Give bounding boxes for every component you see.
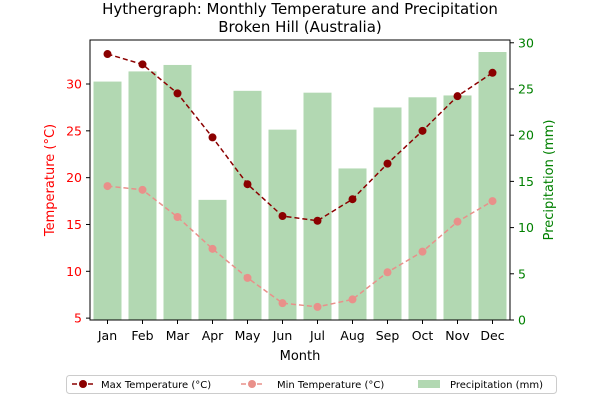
legend-precip-swatch (418, 380, 440, 388)
max-temp-point-aug (348, 195, 357, 204)
max-temp-point-nov (453, 92, 462, 101)
x-tick-label-apr: Apr (202, 328, 224, 343)
x-tick-label-jul: Jul (309, 328, 325, 343)
precip-bar-sep (373, 107, 402, 321)
legend: Max Temperature (°C) Min Temperature (°C… (66, 375, 557, 394)
precipitation-bars (93, 52, 507, 321)
legend-max-label: Max Temperature (°C) (101, 380, 211, 391)
x-tick-label-jan: Jan (97, 328, 117, 343)
min-temp-point-dec (488, 197, 497, 206)
precip-bar-apr (198, 199, 227, 320)
max-temp-point-jun (278, 212, 287, 221)
x-tick-label-mar: Mar (166, 328, 190, 343)
precip-bar-jan (93, 81, 122, 320)
axes: Jan Feb Mar Apr May Jun Jul Aug Sep Oct Nov Dec 5 10 1… (66, 35, 534, 343)
max-temp-point-apr (208, 133, 217, 142)
min-temp-point-jul (313, 302, 322, 311)
max-temp-point-mar (173, 89, 182, 98)
precip-bar-aug (338, 168, 367, 320)
right-tick-label: 20 (518, 128, 534, 143)
chart-title: Hythergraph: Monthly Temperature and Pre… (102, 0, 498, 18)
left-tick-label: 10 (66, 264, 82, 279)
min-temp-point-feb (138, 185, 147, 194)
right-tick-label: 30 (518, 35, 534, 50)
max-temp-point-sep (383, 159, 392, 168)
left-tick-label: 5 (74, 311, 82, 326)
legend-min-label: Min Temperature (°C) (277, 380, 384, 391)
min-temp-point-sep (383, 268, 392, 277)
x-tick-label-jun: Jun (272, 328, 293, 343)
min-temp-point-oct (418, 247, 427, 256)
max-temp-point-dec (488, 68, 497, 77)
precip-bar-jun (268, 129, 297, 320)
min-temp-point-aug (348, 295, 357, 304)
max-temp-line (107, 53, 493, 222)
right-axis-label: Precipitation (mm) (542, 120, 557, 241)
left-tick-label: 25 (66, 123, 82, 138)
precip-bar-dec (478, 52, 507, 320)
min-temp-point-nov (453, 217, 462, 226)
min-temp-point-mar (173, 212, 182, 221)
plot-frame (89, 39, 511, 321)
x-tick-label-feb: Feb (131, 328, 153, 343)
x-tick-label-nov: Nov (445, 328, 470, 343)
precip-bar-jul (303, 92, 332, 320)
legend-precip-label: Precipitation (mm) (450, 380, 543, 391)
x-tick-label-oct: Oct (412, 328, 434, 343)
precip-bar-feb (128, 71, 157, 320)
chart-subtitle: Broken Hill (Australia) (218, 18, 382, 36)
x-axis-label: Month (280, 349, 321, 364)
precip-bar-nov (443, 95, 472, 320)
min-temp-point-jan (103, 182, 112, 191)
x-tick-label-may: May (235, 328, 261, 343)
temperature-lines (103, 50, 497, 311)
x-tick-label-aug: Aug (340, 328, 364, 343)
min-temp-point-apr (208, 244, 217, 253)
left-axis-label: Temperature (°C) (43, 124, 58, 237)
min-temp-line (107, 185, 493, 308)
right-tick-label: 0 (518, 313, 526, 328)
left-tick-label: 30 (66, 77, 82, 92)
max-temp-point-feb (138, 60, 147, 69)
min-temp-point-may (243, 273, 252, 282)
right-tick-label: 5 (518, 266, 526, 281)
right-tick-label: 25 (518, 81, 534, 96)
max-temp-point-oct (418, 126, 427, 135)
right-tick-label: 10 (518, 220, 534, 235)
max-temp-point-jul (313, 216, 322, 225)
x-tick-label-dec: Dec (480, 328, 504, 343)
min-temp-point-jun (278, 299, 287, 308)
x-tick-label-sep: Sep (376, 328, 400, 343)
legend-min-marker (248, 380, 256, 388)
left-tick-label: 20 (66, 170, 82, 185)
max-temp-point-may (243, 180, 252, 189)
legend-max-marker (79, 380, 87, 388)
right-tick-label: 15 (518, 174, 534, 189)
precip-bar-mar (163, 64, 192, 320)
max-temp-point-jan (103, 50, 112, 59)
left-tick-label: 15 (66, 217, 82, 232)
